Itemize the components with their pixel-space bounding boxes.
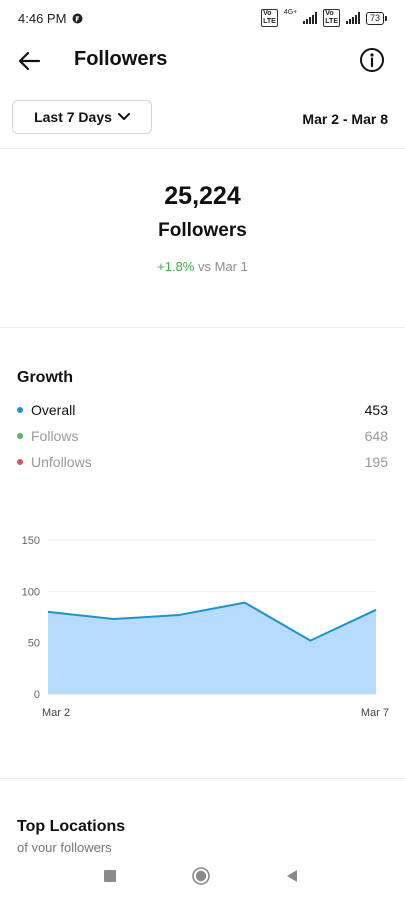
volte-icon-2: Vo LTE xyxy=(323,9,340,27)
top-locations-subtitle: of your followers xyxy=(17,840,112,855)
legend-row-overall: Overall 453 xyxy=(17,400,388,420)
notification-icon xyxy=(72,13,83,23)
date-range-dropdown[interactable]: Last 7 Days xyxy=(12,100,152,134)
chevron-down-icon xyxy=(117,113,130,120)
legend-value-unfollows: 195 xyxy=(364,454,388,470)
legend-dot-follows xyxy=(17,433,23,439)
x-tick-label: Mar 7 xyxy=(361,707,389,719)
y-tick-label: 0 xyxy=(34,689,40,701)
battery-level: 73 xyxy=(365,11,384,25)
legend-row-follows: Follows 648 xyxy=(17,426,388,446)
series-line xyxy=(47,601,377,642)
legend-label-follows: Follows xyxy=(31,428,79,444)
status-time: 4:46 PM xyxy=(18,10,67,26)
system-nav-bar xyxy=(0,852,405,900)
date-range-dropdown-label: Last 7 Days xyxy=(34,109,112,125)
growth-title: Growth xyxy=(17,369,73,386)
legend-label-overall: Overall xyxy=(31,402,76,418)
x-tick-label: Mar 2 xyxy=(42,707,70,719)
signal-icon-2 xyxy=(345,12,360,24)
y-tick-label: 50 xyxy=(28,638,40,650)
change-percent: +1.8% xyxy=(157,259,195,274)
info-icon[interactable] xyxy=(359,47,385,73)
legend-value-overall: 453 xyxy=(364,402,388,418)
legend-value-follows: 648 xyxy=(364,428,388,444)
legend-row-unfollows: Unfollows 195 xyxy=(17,452,388,472)
follower-count: 25,224 xyxy=(164,182,241,210)
y-tick-label: 150 xyxy=(22,535,40,547)
status-bar: 4:46 PM Vo LTE 4G+ Vo LTE 73 xyxy=(0,0,405,36)
legend-dot-unfollows xyxy=(17,459,23,465)
arrow-left-icon[interactable] xyxy=(14,46,44,76)
follower-change: +1.8% vs Mar 1 xyxy=(0,259,405,274)
divider xyxy=(0,778,405,779)
back-triangle-icon[interactable] xyxy=(282,866,302,886)
volte-icon: Vo LTE xyxy=(261,9,278,27)
page-title: Followers xyxy=(74,48,168,70)
growth-chart[interactable]: 0 50 100 150 Mar 2 Mar 7 xyxy=(0,528,405,728)
home-circle-icon[interactable] xyxy=(191,866,211,886)
square-icon[interactable] xyxy=(100,866,120,886)
change-suffix: vs Mar 1 xyxy=(198,259,248,274)
network-label: 4G+ xyxy=(283,9,298,16)
y-tick-label: 100 xyxy=(22,586,40,598)
divider xyxy=(0,148,405,149)
header: Followers xyxy=(0,36,405,86)
date-range-text: Mar 2 - Mar 8 xyxy=(302,111,388,127)
area-fill xyxy=(48,602,376,694)
legend-dot-overall xyxy=(17,407,23,413)
legend-label-unfollows: Unfollows xyxy=(31,454,92,470)
battery-icon: 73 xyxy=(365,11,387,25)
signal-icon xyxy=(303,12,318,24)
divider xyxy=(0,327,405,328)
follower-label: Followers xyxy=(158,220,247,241)
top-locations-title: Top Locations xyxy=(17,818,126,835)
